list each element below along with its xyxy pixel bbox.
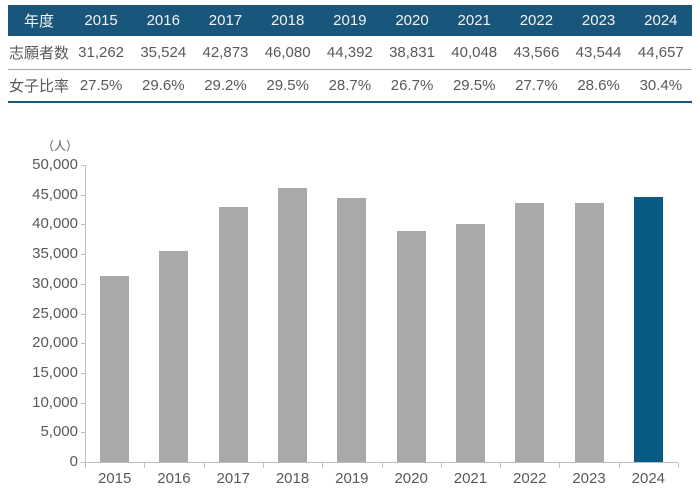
x-axis-label: 2023 (572, 470, 606, 487)
x-axis-label: 2015 (97, 470, 132, 487)
table-header-year: 2021 (457, 12, 491, 29)
y-tick-label: 15,000 (32, 363, 78, 381)
x-tick-mark (500, 463, 502, 468)
x-axis-label: 2019 (335, 470, 369, 487)
table-cell: 28.7% (328, 76, 372, 94)
bar-2024 (633, 196, 663, 462)
table-cell: 31,262 (78, 43, 125, 61)
y-tick-label: 40,000 (32, 215, 78, 233)
y-tick-mark (81, 462, 86, 463)
table-cell: 26.7% (390, 76, 434, 94)
table-header-year: 2019 (333, 12, 367, 29)
y-tick-mark (81, 224, 86, 226)
x-tick-mark (678, 463, 679, 468)
y-tick-mark (81, 283, 86, 285)
x-tick-mark (440, 463, 442, 468)
table-header-year: 2023 (581, 12, 616, 29)
table-header-year: 2018 (270, 12, 305, 29)
table-cell: 43,544 (575, 43, 622, 61)
table-cell: 42,873 (202, 43, 249, 61)
bar-2016 (159, 250, 189, 462)
y-tick-label: 10,000 (32, 393, 78, 411)
table-header-year: 2016 (146, 12, 180, 29)
x-tick-mark (559, 463, 561, 468)
x-tick-mark (85, 463, 86, 468)
bar-2018 (278, 188, 308, 462)
y-tick-mark (81, 194, 86, 196)
y-tick-label: 25,000 (32, 304, 78, 322)
applicants-table: 年度 2015 2016 2017 2018 2019 2020 2021 2022 2023 20… (8, 5, 692, 103)
x-tick-mark (618, 463, 620, 468)
x-axis-label: 2017 (216, 470, 250, 487)
x-axis-label: 2020 (394, 470, 428, 487)
y-tick-label: 30,000 (32, 274, 78, 292)
x-axis-label: 2022 (513, 470, 547, 487)
y-tick-label: 45,000 (32, 185, 78, 203)
bar-2020 (396, 231, 426, 462)
y-tick-label: 5,000 (40, 423, 78, 441)
y-tick-label: 50,000 (32, 156, 78, 173)
table-header-row: 年度 2015 2016 2017 2018 2019 2020 2021 2022 2023 20… (8, 5, 692, 36)
table-cell: 28.6% (577, 76, 620, 94)
table-header-year: 2024 (644, 12, 678, 29)
x-axis-line (85, 462, 678, 463)
y-tick-mark (81, 313, 86, 315)
table-header-year: 2017 (208, 12, 243, 29)
y-axis-unit-label: （人） (41, 139, 78, 153)
x-tick-mark (203, 463, 205, 468)
table-header-year-label: 年度 (23, 13, 54, 30)
x-tick-mark (381, 463, 383, 468)
y-tick-label: 0 (69, 453, 78, 470)
x-axis-label: 2016 (157, 470, 191, 487)
table-row: 志願者数 31,262 35,524 42,873 46,080 44,392 38,831… (8, 36, 692, 69)
table-cell: 40,048 (451, 43, 498, 61)
table-header-year: 2020 (395, 12, 429, 29)
y-tick-mark (81, 254, 86, 256)
table-cell: 29.6% (142, 76, 185, 94)
y-tick-mark (81, 402, 86, 404)
table-cell: 29.5% (452, 76, 496, 94)
table-cell: 43,566 (513, 43, 560, 61)
row-label: 志願者数 (8, 44, 69, 62)
bar-2021 (455, 224, 485, 462)
table-header-year: 2022 (519, 12, 554, 29)
table-cell: 44,657 (637, 43, 684, 61)
table-cell: 35,524 (140, 43, 187, 61)
x-axis-label: 2018 (275, 470, 310, 487)
y-tick-label: 35,000 (32, 245, 78, 263)
row-label: 女子比率 (8, 77, 69, 95)
table-cell: 29.2% (204, 76, 247, 94)
table-cell: 46,080 (264, 43, 311, 61)
x-tick-mark (262, 463, 264, 468)
x-tick-mark (322, 463, 324, 468)
bar-2015 (100, 276, 130, 462)
table-row: 女子比率 27.5% 29.6% 29.2% 29.5% 28.7% 26.7% 29.5% 2… (8, 69, 692, 102)
y-tick-label: 20,000 (32, 334, 78, 352)
table-cell: 38,831 (389, 43, 435, 61)
applicants-bar-chart: （人） 0 5,000 10,000 15,000 20,000 25,000 30,000… (0, 103, 700, 494)
table-cell: 27.7% (515, 76, 558, 94)
table-cell: 30.4% (639, 76, 683, 94)
table-cell: 44,392 (326, 43, 373, 61)
x-axis-label: 2024 (631, 470, 666, 487)
y-tick-mark (81, 432, 86, 434)
bar-2022 (515, 203, 545, 462)
y-tick-mark (81, 343, 86, 345)
y-tick-mark (81, 165, 86, 166)
bar-2019 (337, 198, 367, 462)
x-tick-mark (144, 463, 146, 468)
bar-2023 (574, 203, 604, 462)
table-header-year: 2015 (84, 12, 118, 29)
table-cell: 29.5% (266, 76, 309, 94)
bar-2017 (218, 207, 248, 462)
table-cell: 27.5% (79, 76, 123, 94)
x-axis-label: 2021 (453, 470, 488, 487)
y-tick-mark (81, 372, 86, 374)
